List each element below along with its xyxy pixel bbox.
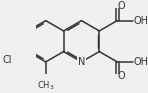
Text: OH: OH: [133, 16, 148, 26]
Text: CH$_3$: CH$_3$: [37, 79, 54, 92]
Text: O: O: [118, 71, 126, 81]
Text: O: O: [118, 1, 126, 11]
Text: OH: OH: [133, 57, 148, 67]
Text: Cl: Cl: [3, 55, 12, 65]
Text: N: N: [78, 57, 85, 67]
